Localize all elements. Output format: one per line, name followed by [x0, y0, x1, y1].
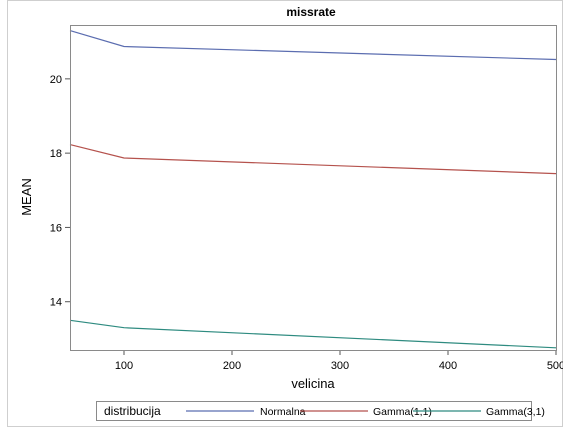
y-tick-label: 20 — [50, 74, 62, 86]
legend-label: Normalna — [260, 406, 306, 418]
chart-title: missrate — [286, 5, 336, 19]
series-line-Gamma(3,1) — [69, 319, 557, 349]
y-tick-label: 18 — [50, 148, 62, 160]
series-lines — [69, 30, 557, 349]
x-tick-label: 500 — [547, 360, 563, 372]
plot-area-frame — [70, 25, 557, 351]
x-tick-label: 300 — [331, 360, 349, 372]
y-tick-label: 16 — [50, 222, 62, 234]
outer-frame — [7, 0, 563, 427]
y-tick-label: 14 — [50, 297, 62, 309]
legend-title: distribucija — [104, 404, 161, 418]
axis-ticks: 100 200 300 400 500 14 16 18 20 — [50, 74, 563, 372]
series-line-Normalna — [69, 30, 557, 61]
legend: distribucija Normalna Gamma(1,1) Gamma(3,1) — [96, 401, 545, 421]
series-line-Gamma(1,1) — [69, 144, 557, 175]
x-tick-label: 200 — [223, 360, 241, 372]
y-axis-label: MEAN — [19, 178, 34, 216]
x-tick-label: 100 — [115, 360, 133, 372]
x-tick-label: 400 — [439, 360, 457, 372]
x-axis-label: velicina — [291, 376, 335, 391]
legend-label: Gamma(1,1) — [373, 406, 432, 418]
legend-label: Gamma(3,1) — [486, 406, 545, 418]
